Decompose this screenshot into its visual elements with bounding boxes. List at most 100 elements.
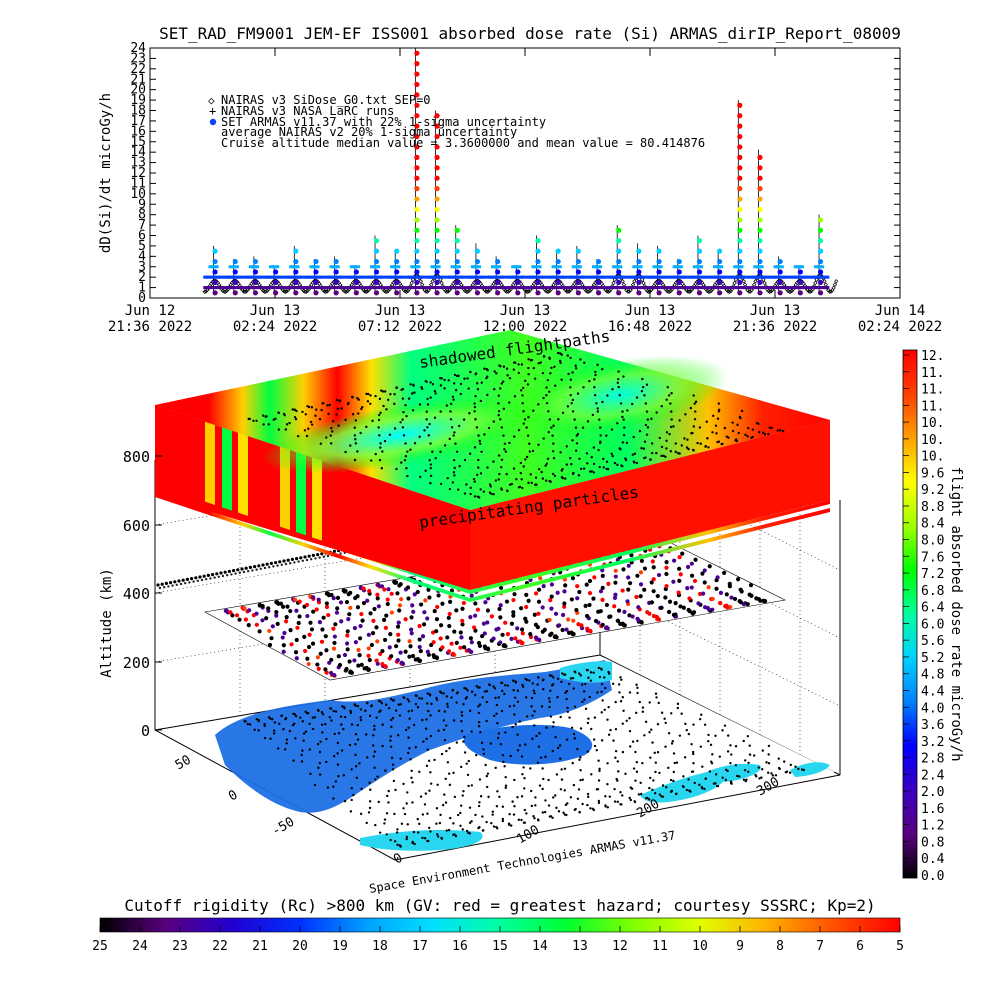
- track-point: [555, 590, 560, 595]
- track-point: [590, 456, 593, 459]
- track-point: [483, 690, 487, 693]
- track-point: [755, 421, 759, 425]
- track-point: [672, 425, 675, 428]
- track-point: [564, 673, 567, 676]
- measurement-band: [594, 286, 600, 290]
- track-point: [332, 640, 337, 646]
- measurement-point: [575, 248, 581, 254]
- track-point: [617, 370, 620, 373]
- track-point: [348, 743, 352, 747]
- measurement-band: [632, 286, 638, 290]
- trail-point: [284, 562, 288, 566]
- dose-tick-label: 6.4: [921, 601, 945, 616]
- track-point: [559, 361, 562, 364]
- measurement-band: [703, 286, 709, 290]
- measurement-band: [511, 275, 517, 279]
- track-point: [517, 363, 520, 366]
- track-point: [573, 670, 576, 673]
- track-point: [429, 466, 432, 470]
- trail-point: [263, 566, 267, 570]
- track-point: [718, 408, 721, 411]
- measurement-band: [672, 275, 678, 279]
- measurement-band: [723, 275, 729, 279]
- measurement-band: [640, 286, 646, 290]
- measurement-band: [695, 265, 701, 269]
- track-point: [589, 807, 592, 810]
- measurement-band: [427, 275, 433, 279]
- track-point: [746, 735, 750, 738]
- measurement-band: [259, 286, 265, 290]
- track-point: [468, 636, 473, 641]
- track-point: [267, 628, 272, 634]
- track-point: [514, 361, 517, 364]
- measurement-band: [675, 286, 681, 290]
- model-point: [419, 282, 425, 287]
- measurement-band: [289, 265, 295, 269]
- track-point: [504, 684, 507, 687]
- trail-point: [164, 581, 168, 586]
- track-point: [366, 653, 371, 658]
- track-point: [410, 709, 414, 712]
- track-point: [274, 417, 277, 421]
- track-point: [460, 711, 463, 714]
- track-point: [367, 392, 370, 396]
- track-point: [343, 588, 348, 594]
- track-point: [374, 658, 379, 663]
- measurement-point: [313, 290, 319, 296]
- track-point: [465, 762, 468, 765]
- track-point: [542, 355, 546, 358]
- track-point: [551, 472, 555, 476]
- track-point: [508, 705, 512, 708]
- track-point: [663, 717, 666, 720]
- track-point: [566, 706, 569, 710]
- track-point: [579, 778, 582, 782]
- measurement-point: [373, 269, 380, 275]
- track-point: [528, 450, 531, 453]
- track-point: [617, 608, 622, 613]
- trail-point: [247, 570, 250, 573]
- measurement-point: [616, 248, 622, 254]
- track-point: [675, 761, 679, 764]
- track-point: [593, 744, 597, 748]
- track-point: [643, 394, 646, 397]
- track-point: [356, 724, 359, 727]
- measurement-band: [770, 275, 776, 279]
- track-point: [438, 623, 444, 628]
- trail-point: [290, 557, 294, 562]
- measurement-band: [677, 275, 683, 279]
- track-point: [318, 761, 322, 765]
- track-point: [605, 434, 608, 437]
- track-point: [474, 394, 477, 398]
- track-point: [361, 600, 367, 606]
- track-point: [344, 418, 347, 422]
- track-point: [379, 709, 382, 712]
- track-point: [429, 396, 432, 399]
- track-point: [485, 785, 489, 789]
- measurement-point: [757, 279, 763, 285]
- measurement-band: [354, 275, 360, 279]
- track-point: [482, 490, 486, 493]
- measurement-band: [824, 286, 830, 290]
- track-point: [587, 676, 590, 679]
- track-point: [692, 578, 698, 584]
- track-point: [758, 777, 761, 780]
- measurement-band: [788, 286, 794, 290]
- track-point: [654, 761, 658, 764]
- track-point: [619, 402, 623, 405]
- track-point: [574, 426, 578, 429]
- measurement-band: [649, 286, 655, 290]
- measurement-band: [407, 275, 413, 279]
- track-point: [767, 432, 770, 436]
- track-point: [490, 821, 493, 825]
- measurement-band: [579, 286, 585, 290]
- track-point: [460, 714, 464, 717]
- measurement-point: [757, 269, 763, 275]
- track-point: [351, 413, 355, 416]
- measurement-band: [387, 286, 393, 290]
- measurement-band: [735, 275, 741, 279]
- track-point: [500, 465, 503, 469]
- axis-box-line: [394, 774, 841, 861]
- track-point: [604, 795, 607, 798]
- track-point: [376, 775, 379, 778]
